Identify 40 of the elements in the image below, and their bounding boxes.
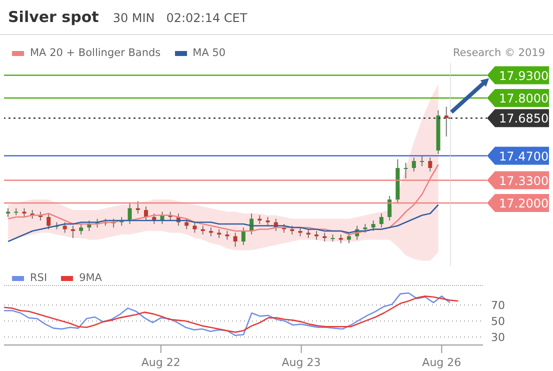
- x-tick-label: Aug 26: [422, 356, 462, 369]
- line-series: [3, 292, 451, 336]
- candlestick: [444, 106, 448, 137]
- candlestick: [144, 206, 148, 221]
- chart-title: Silver spot: [8, 8, 99, 26]
- candlestick: [346, 232, 351, 244]
- candlestick: [233, 232, 238, 248]
- candlestick: [371, 220, 376, 232]
- y-tick-label: 17.6850: [499, 112, 549, 126]
- y-tick-label: 17.4700: [499, 149, 549, 164]
- line-series: [3, 296, 459, 333]
- candlestick: [192, 222, 197, 234]
- candlestick: [79, 224, 84, 235]
- x-tick-label: Aug 23: [282, 356, 321, 369]
- y-tick-label: 70: [490, 298, 505, 312]
- y-tick-label: 17.8000: [499, 92, 549, 106]
- candlestick: [241, 227, 246, 246]
- candlestick: [62, 222, 67, 234]
- candlestick: [184, 218, 189, 230]
- line-series: [7, 204, 439, 242]
- legend-label: MA 50: [192, 47, 226, 59]
- candlestick: [428, 157, 432, 172]
- legend-label: MA 20 + Bollinger Bands: [30, 47, 161, 59]
- y-tick-label: 17.3300: [499, 174, 549, 188]
- candlestick: [46, 213, 51, 230]
- legend-label: RSI: [30, 272, 48, 284]
- candlestick: [388, 196, 392, 221]
- candlestick: [412, 157, 416, 172]
- x-tick-label: Aug 22: [141, 356, 180, 369]
- candlestick: [379, 213, 384, 228]
- candlestick: [404, 162, 408, 179]
- candlestick: [420, 155, 424, 167]
- legend-label: 9MA: [79, 272, 102, 284]
- text: Research © 2019: [452, 47, 545, 59]
- candlestick: [128, 202, 132, 224]
- y-tick-label: 17.9300: [499, 68, 549, 83]
- y-tick-label: 17.2000: [499, 196, 549, 210]
- y-tick-label: 50: [490, 314, 505, 328]
- y-tick-label: 30: [490, 330, 505, 344]
- chart-subtitle: 30 MIN 02:02:14 CET: [112, 11, 248, 25]
